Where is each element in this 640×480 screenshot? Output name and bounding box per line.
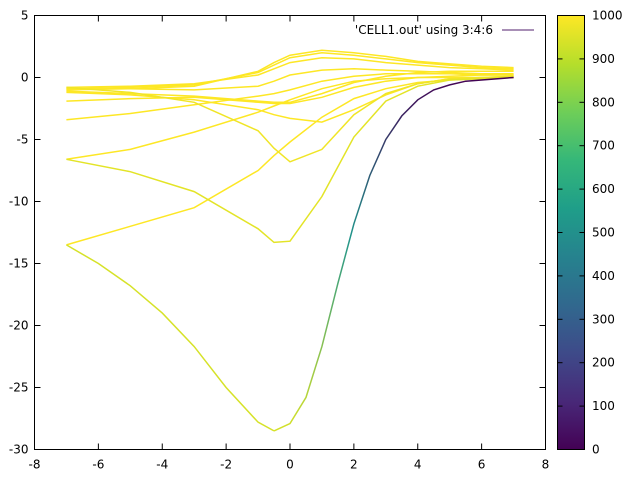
x-tick-label: -6 (92, 458, 104, 472)
colorbar-tick-label: 800 (592, 95, 615, 109)
colorbar-tick-label: 200 (592, 356, 615, 370)
series-line (66, 76, 514, 244)
x-tick-label: 6 (478, 458, 486, 472)
legend: 'CELL1.out' using 3:4:6 (355, 23, 534, 37)
colorbar-tick-label: 0 (592, 443, 600, 457)
colorbar-tick-label: 900 (592, 52, 615, 66)
colorbar-tick-label: 500 (592, 226, 615, 240)
series-line (66, 244, 275, 432)
x-tick-label: 2 (350, 458, 358, 472)
legend-label: 'CELL1.out' using 3:4:6 (355, 23, 493, 37)
x-axis: -8 -6 -4 -2 0 2 4 6 8 (29, 15, 550, 472)
x-tick-label: 0 (286, 458, 294, 472)
series-line (66, 73, 514, 121)
y-tick-label: -30 (9, 443, 29, 457)
x-tick-label: -8 (29, 458, 41, 472)
x-tick-label: -2 (220, 458, 232, 472)
y-axis: -30 -25 -20 -15 -10 -5 0 5 (9, 9, 546, 457)
series-line (66, 74, 514, 105)
colorbar-axis: 0 100 200 300 400 500 600 700 800 900 1000 (557, 9, 623, 457)
y-tick-label: -5 (17, 133, 29, 147)
y-tick-label: 0 (21, 71, 29, 85)
y-tick-label: -20 (9, 319, 29, 333)
colorbar-tick-label: 400 (592, 269, 615, 283)
series-line (66, 76, 514, 161)
y-tick-label: -15 (9, 257, 29, 271)
colorbar-tick-label: 300 (592, 312, 615, 326)
y-tick-label: -25 (9, 381, 29, 395)
colorbar-tick-label: 100 (592, 399, 615, 413)
y-tick-label: -10 (9, 195, 29, 209)
plot-curves (66, 49, 514, 432)
x-tick-label: 8 (542, 458, 550, 472)
colorbar-tick-label: 700 (592, 139, 615, 153)
series-line (273, 76, 514, 432)
series-line (66, 56, 514, 89)
y-tick-label: 5 (21, 9, 29, 23)
series-line (66, 68, 514, 91)
x-tick-label: -4 (156, 458, 168, 472)
series-line (66, 75, 514, 163)
series-line (66, 70, 514, 104)
colorbar-tick-label: 600 (592, 182, 615, 196)
colorbar-tick-label: 1000 (592, 9, 623, 23)
x-tick-label: 4 (414, 458, 422, 472)
series-line (66, 49, 514, 91)
series-line (66, 51, 514, 90)
